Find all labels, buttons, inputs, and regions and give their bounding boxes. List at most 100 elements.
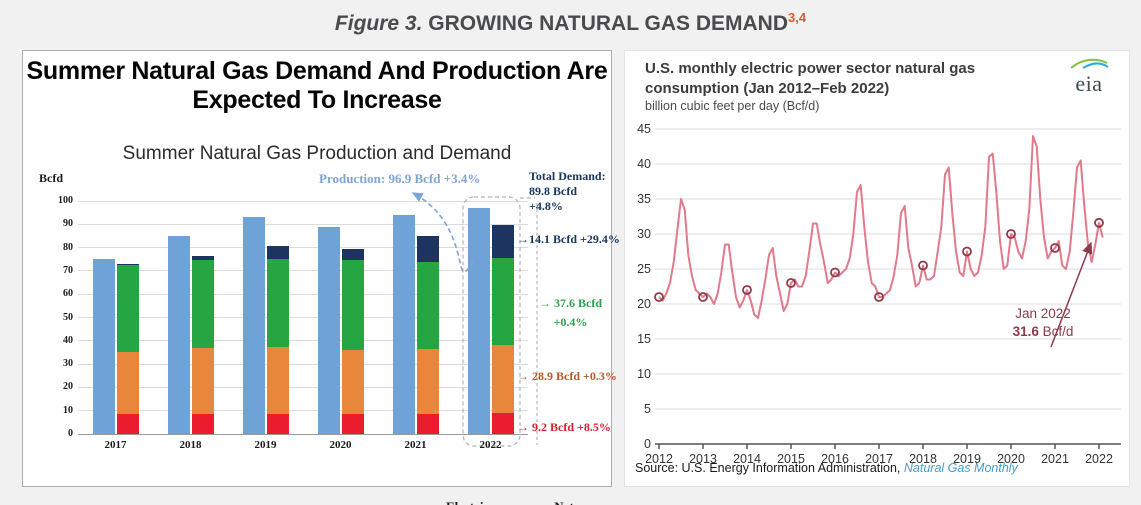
- x-tick-label: 2019: [254, 439, 277, 451]
- figure-title-text: GROWING NATURAL GAS DEMAND: [422, 12, 788, 35]
- x-tick-label: 2013: [689, 452, 717, 466]
- january-marker: [742, 285, 752, 295]
- segment-electric-power: [416, 261, 439, 349]
- electric-power-annotation: → 37.6 Bcfd +0.4%: [539, 294, 602, 332]
- legend-item: Industrial/Other: [299, 499, 407, 505]
- x-tick-label: 2021: [1041, 452, 1069, 466]
- legend-item: Production: [23, 499, 101, 505]
- segment-electric-power: [341, 260, 364, 351]
- eia-logo-text: eia: [1075, 71, 1103, 96]
- production-bar-2019: [242, 217, 265, 434]
- jan-2022-value-line: 31.6 Bcf/d: [988, 323, 1098, 341]
- gridline: [78, 200, 528, 202]
- segment-residential-commercial: [341, 414, 364, 434]
- y-tick-label: 10: [63, 404, 73, 416]
- january-marker: [1050, 243, 1060, 253]
- segment-net-exports: [491, 224, 514, 258]
- demand-stack-2021: [416, 235, 439, 434]
- segment-residential-commercial: [191, 414, 214, 434]
- y-tick-label: 50: [63, 311, 73, 323]
- y-tick-label: 60: [63, 288, 73, 300]
- gridline: [78, 433, 528, 435]
- jan-2022-unit: Bcf/d: [1038, 323, 1074, 339]
- segment-electric-power: [491, 257, 514, 346]
- source-prefix: Source: U.S. Energy Information Administ…: [635, 461, 904, 475]
- y-tick-label: 35: [637, 192, 651, 206]
- right-chart-title: U.S. monthly electric power sector natur…: [645, 60, 976, 97]
- eia-logo: eia: [1065, 57, 1113, 96]
- january-marker: [874, 292, 884, 302]
- january-marker: [698, 292, 708, 302]
- total-demand-label: Total Demand:: [529, 169, 606, 183]
- left-y-axis-unit: Bcfd: [39, 171, 63, 185]
- figure-title: Figure 3. GROWING NATURAL GAS DEMAND3,4: [0, 10, 1141, 36]
- y-tick-label: 30: [637, 227, 651, 241]
- demand-stack-2018: [191, 255, 214, 434]
- y-tick-label: 10: [637, 367, 651, 381]
- x-tick-label: 2016: [821, 452, 849, 466]
- january-marker: [918, 260, 928, 271]
- production-bar-2021: [392, 214, 415, 434]
- right-arrow-icon: →: [539, 296, 554, 310]
- y-tick-label: 40: [63, 334, 73, 346]
- segment-net-exports: [116, 263, 139, 266]
- x-tick-label: 2019: [953, 452, 981, 466]
- eia-consumption-chart-panel: U.S. monthly electric power sector natur…: [624, 50, 1130, 487]
- net-exports-value: 14.1 Bcfd +29.4%: [529, 232, 620, 246]
- gridline: [78, 410, 528, 412]
- jan-2022-value: 31.6: [1012, 323, 1039, 339]
- x-tick-label: 2017: [104, 439, 127, 451]
- january-marker: [654, 292, 664, 302]
- y-tick-label: 0: [68, 428, 73, 439]
- y-tick-label: 5: [644, 402, 651, 416]
- right-chart-subtitle: billion cubic feet per day (Bcf/d): [645, 99, 820, 113]
- january-marker: [1094, 217, 1104, 228]
- electric-power-pct: +0.4%: [553, 315, 588, 330]
- net-exports-annotation: →14.1 Bcfd +29.4%: [517, 232, 620, 247]
- industrial-value: 28.9 Bcfd +0.3%: [532, 369, 617, 383]
- bar-chart-plot-area: [78, 200, 528, 435]
- jan-2022-annotation: Jan 2022 31.6 Bcf/d: [988, 305, 1098, 340]
- y-tick-label: 90: [63, 218, 73, 230]
- summer-demand-chart-panel: Summer Natural Gas Demand And Production…: [22, 50, 620, 505]
- segment-residential-commercial: [416, 414, 439, 434]
- gridline: [78, 363, 528, 365]
- electric-power-value: 37.6 Bcfd: [554, 296, 602, 310]
- right-arrow-icon: →: [517, 420, 532, 434]
- gridline: [78, 340, 528, 342]
- bar-chart-legend: Production Residential/Commercial Industri…: [23, 499, 611, 505]
- demand-stack-2017: [116, 263, 139, 434]
- production-bar-2022: [467, 208, 490, 434]
- figure-footnote-refs: 3,4: [788, 10, 807, 25]
- gridline: [78, 293, 528, 295]
- segment-electric-power: [266, 259, 289, 347]
- y-tick-label: 15: [637, 332, 651, 346]
- segment-net-exports: [341, 248, 364, 261]
- segment-industrial-other: [416, 348, 439, 415]
- x-tick-label: 2015: [777, 452, 805, 466]
- y-tick-label: 30: [63, 358, 73, 370]
- segment-electric-power: [191, 260, 214, 348]
- source-publication: Natural Gas Monthly: [903, 461, 1018, 475]
- segment-industrial-other: [116, 352, 139, 415]
- figure-number: Figure 3.: [334, 12, 423, 35]
- y-tick-label: 40: [637, 157, 651, 171]
- segment-residential-commercial: [266, 414, 289, 434]
- y-tick-label: 100: [58, 195, 73, 206]
- legend-item: Net Exports: [540, 499, 611, 505]
- january-marker: [962, 246, 972, 257]
- eia-logo-swoosh-icon: [1070, 58, 1109, 69]
- residential-value: 9.2 Bcfd +8.5%: [532, 420, 611, 434]
- legend-label: Electric Power: [446, 499, 516, 505]
- gridline: [78, 317, 528, 318]
- source-line: Source: U.S. Energy Information Administ…: [635, 461, 1018, 475]
- segment-residential-commercial: [491, 412, 514, 434]
- production-annotation: Production: 96.9 Bcfd +3.4%: [319, 171, 481, 186]
- legend-item: Electric Power: [431, 499, 515, 505]
- right-arrow-icon: →: [517, 369, 532, 383]
- jan-2022-label: Jan 2022: [1015, 306, 1071, 321]
- x-tick-label: 2022: [479, 439, 502, 451]
- x-tick-label: 2020: [997, 452, 1025, 466]
- y-tick-label: 0: [644, 437, 651, 451]
- segment-industrial-other: [266, 346, 289, 415]
